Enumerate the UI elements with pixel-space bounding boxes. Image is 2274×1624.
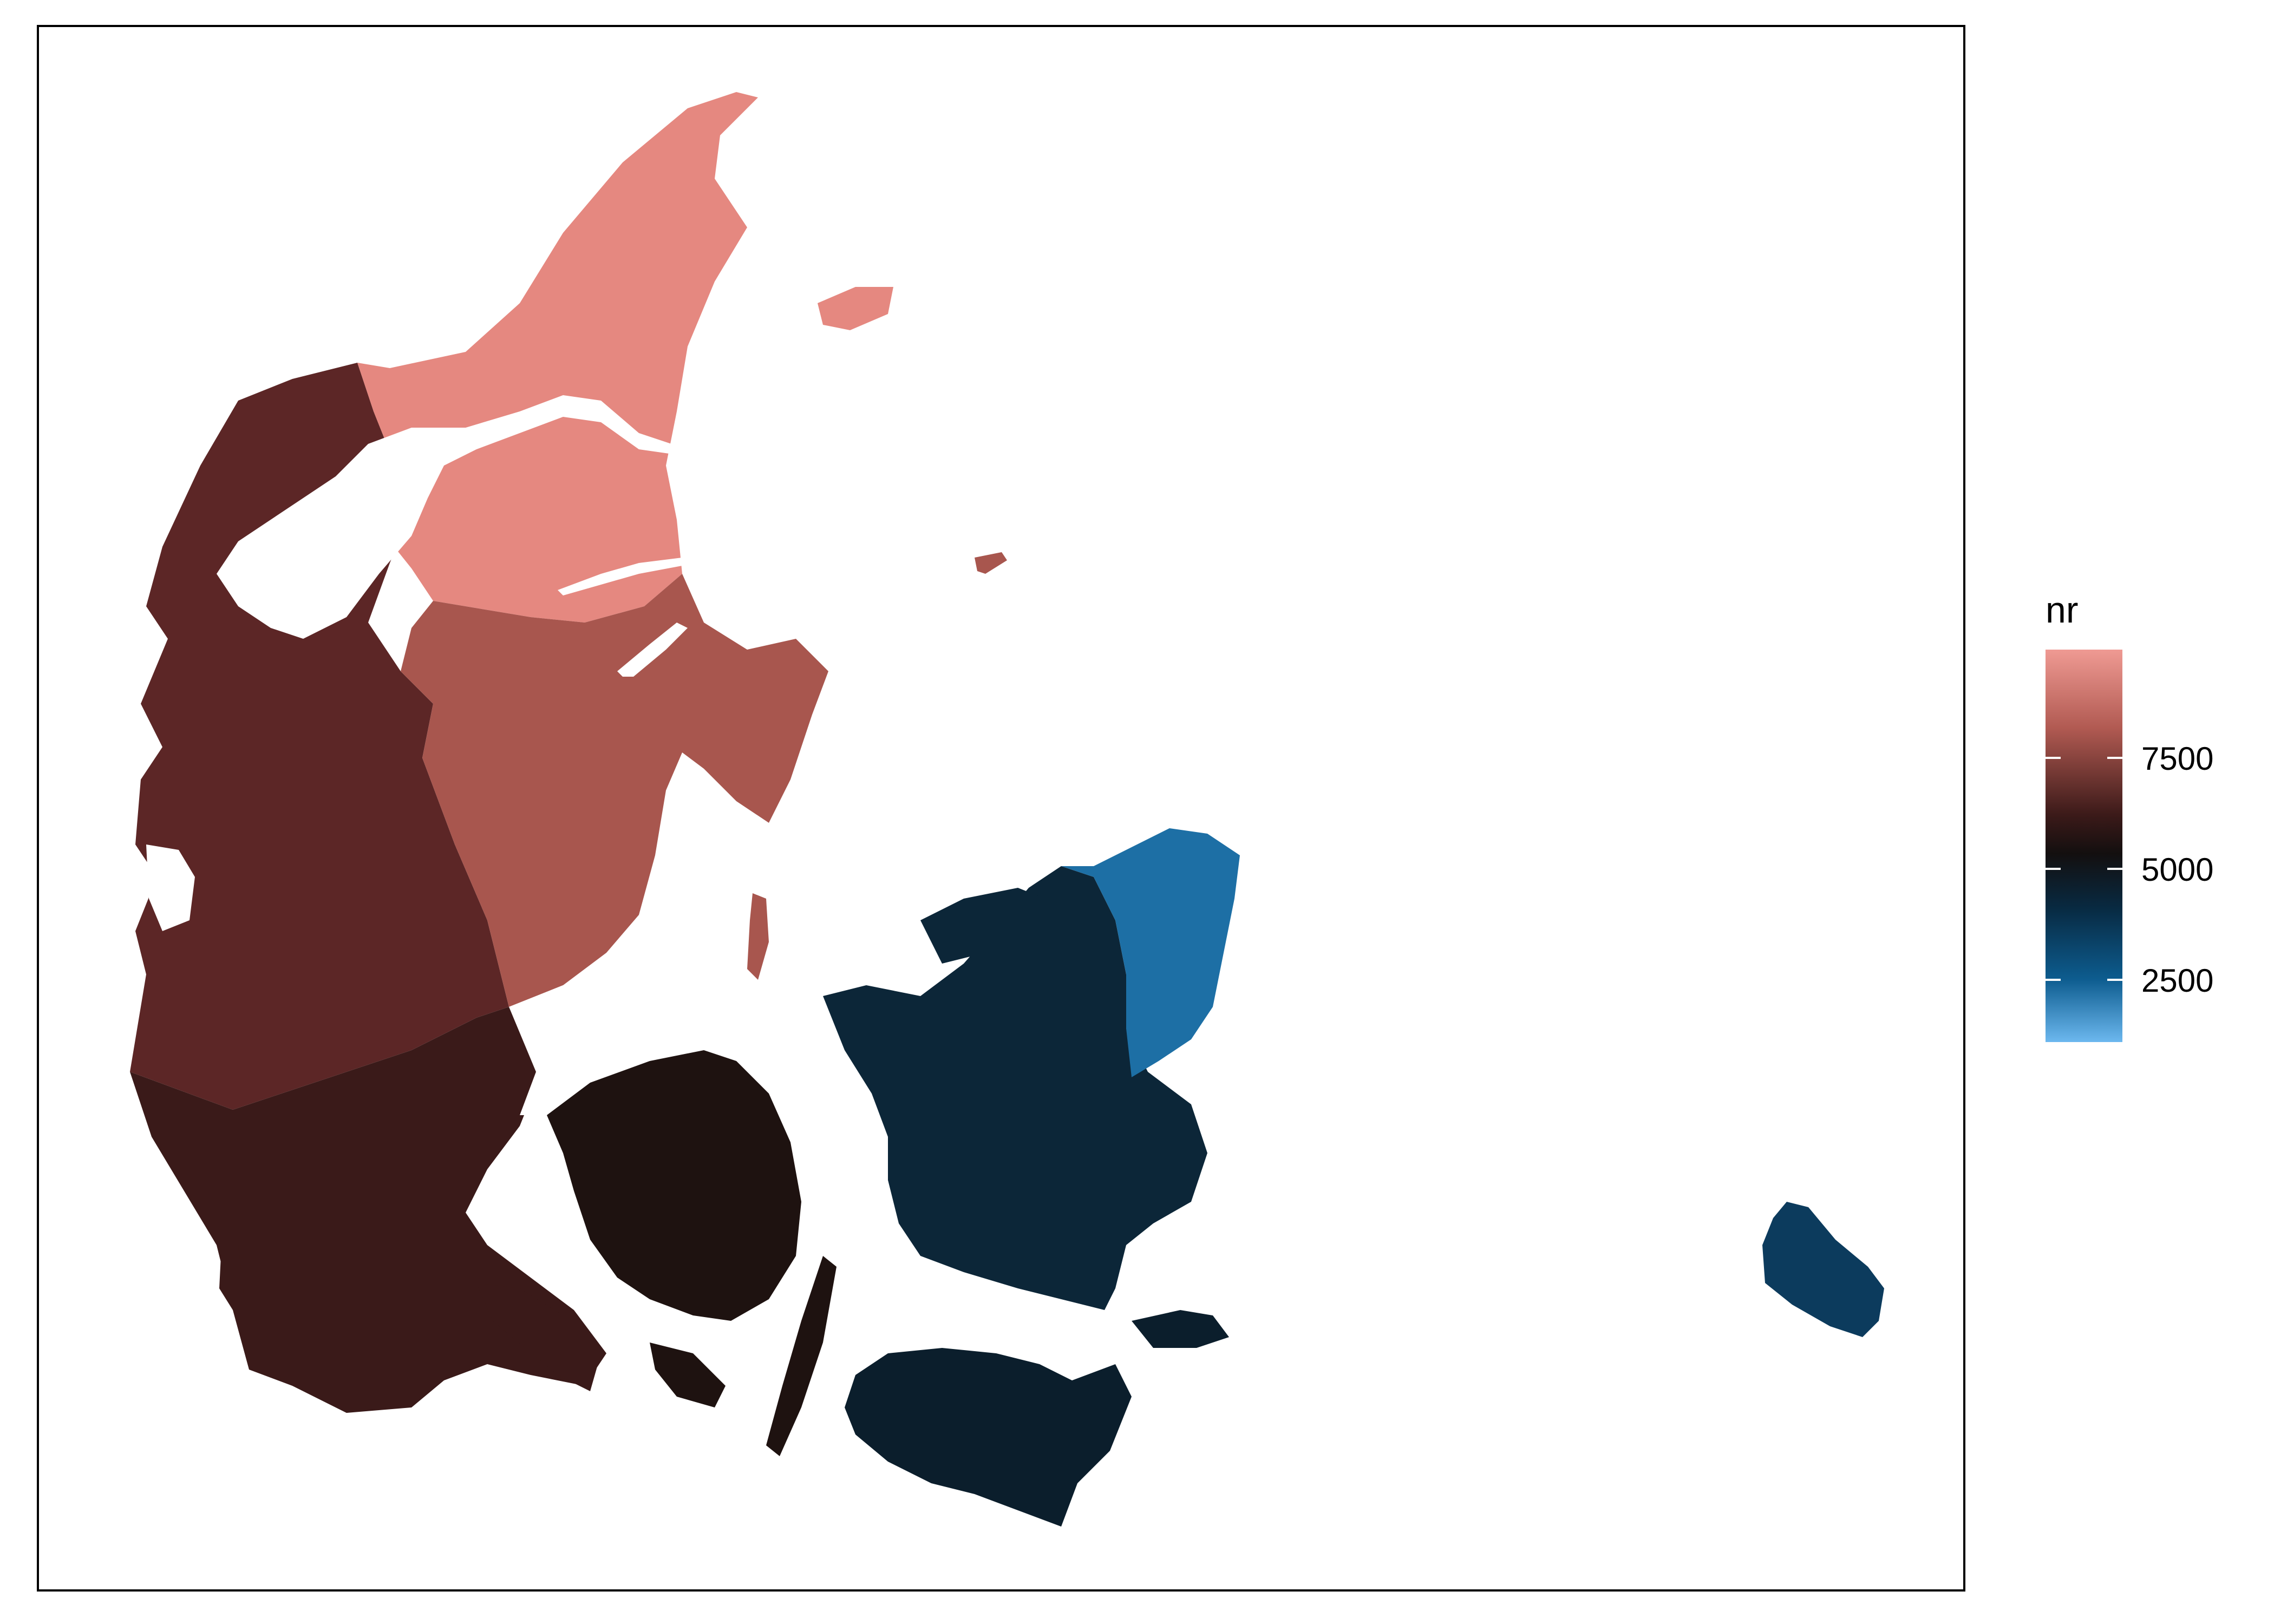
region-north-jutland — [357, 92, 758, 623]
legend-label-7500: 7500 — [2141, 741, 2213, 777]
region-lolland — [845, 1348, 1132, 1527]
region-funen — [547, 1050, 801, 1321]
region-laeso — [818, 287, 893, 330]
region-anholt — [975, 552, 1007, 574]
region-romo — [219, 1234, 244, 1310]
legend: nr 7500 5000 2500 — [2046, 590, 2213, 1042]
region-east-jutland — [401, 574, 828, 1007]
region-copenhagen — [1061, 828, 1240, 1077]
legend-colorbar — [2046, 650, 2122, 1042]
region-aero — [650, 1343, 726, 1407]
region-west-jutland — [130, 363, 509, 1110]
mariager-fjord — [558, 558, 682, 595]
region-south-jutland — [130, 1007, 606, 1413]
little-belt-water — [509, 969, 639, 1115]
region-samso — [747, 893, 769, 980]
legend-label-2500: 2500 — [2141, 962, 2213, 999]
limfjord-water — [217, 395, 677, 639]
legend-title: nr — [2046, 590, 2078, 631]
ringkobing-fjord — [146, 844, 195, 931]
legend-label-5000: 5000 — [2141, 852, 2213, 888]
region-langeland — [766, 1256, 837, 1456]
region-zealand — [823, 866, 1207, 1310]
region-mon — [1132, 1310, 1229, 1348]
randers-fjord — [617, 623, 688, 677]
region-bornholm — [1762, 1202, 1884, 1337]
region-odsherred — [920, 888, 1045, 964]
region-als — [476, 1283, 601, 1391]
